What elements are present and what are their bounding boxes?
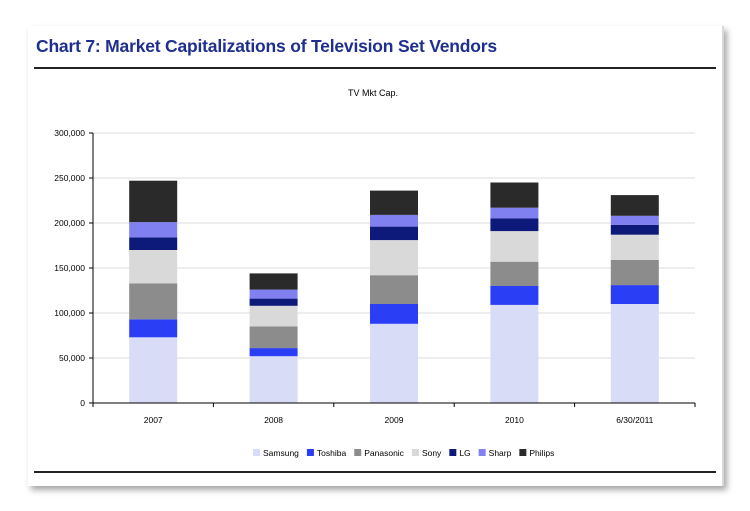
bar-lg-1 bbox=[249, 298, 298, 306]
legend: Samsung Toshiba Panasonic Sony LG Sharp Philip… bbox=[253, 448, 554, 458]
bar-samsung-2 bbox=[370, 323, 418, 403]
bar-toshiba-3 bbox=[490, 286, 539, 305]
bar-lg-3 bbox=[490, 218, 539, 232]
bar-sony-4 bbox=[610, 234, 659, 260]
legend-swatch-toshiba bbox=[306, 449, 314, 456]
legend-label-sharp: Sharp bbox=[489, 448, 512, 458]
legend-swatch-sharp bbox=[478, 449, 486, 456]
y-tick-label: 250,000 bbox=[54, 173, 85, 183]
heading-rule bbox=[34, 67, 716, 69]
x-tick-label: 2010 bbox=[505, 415, 524, 425]
legend-label-panasonic: Panasonic bbox=[364, 448, 404, 458]
stacked-bar-chart: TV Mkt Cap. 0 50,000 100,000 150,000 200,000… bbox=[54, 88, 696, 458]
bar-lg-0 bbox=[129, 237, 178, 250]
bar-samsung-0 bbox=[129, 337, 178, 403]
bar-sharp-1 bbox=[249, 289, 298, 299]
legend-label-philips: Philips bbox=[529, 448, 554, 458]
bar-sharp-0 bbox=[129, 222, 178, 238]
bar-philips-1 bbox=[249, 273, 298, 290]
legend-swatch-sony bbox=[411, 449, 419, 456]
footer-rule bbox=[34, 471, 716, 473]
bar-samsung-1 bbox=[249, 356, 298, 403]
axes: 0 50,000 100,000 150,000 200,000 250,000 300,0… bbox=[54, 128, 696, 425]
bar-sony-3 bbox=[490, 231, 539, 262]
x-tick-label: 2009 bbox=[385, 415, 404, 425]
page-heading: Chart 7: Market Capitalizations of Telev… bbox=[36, 36, 497, 56]
y-tick-label: 100,000 bbox=[54, 308, 85, 318]
bar-panasonic-0 bbox=[129, 283, 178, 320]
legend-swatch-panasonic bbox=[354, 449, 362, 456]
bar-toshiba-0 bbox=[129, 319, 178, 338]
legend-swatch-lg bbox=[449, 449, 457, 456]
bar-sony-1 bbox=[249, 305, 298, 327]
bar-panasonic-3 bbox=[490, 261, 539, 286]
bar-philips-3 bbox=[490, 182, 539, 208]
bar-sharp-2 bbox=[370, 214, 418, 227]
y-tick-label: 50,000 bbox=[59, 353, 85, 363]
legend-label-samsung: Samsung bbox=[263, 448, 299, 458]
bar-lg-2 bbox=[370, 226, 418, 241]
legend-label-toshiba: Toshiba bbox=[317, 448, 347, 458]
bar-toshiba-4 bbox=[610, 285, 659, 304]
chart-title: TV Mkt Cap. bbox=[348, 88, 398, 98]
x-tick-label: 6/30/2011 bbox=[616, 415, 653, 425]
bars bbox=[129, 180, 659, 403]
bar-panasonic-1 bbox=[249, 326, 298, 349]
bar-panasonic-2 bbox=[370, 275, 418, 304]
x-tick-label: 2007 bbox=[144, 415, 163, 425]
legend-label-sony: Sony bbox=[422, 448, 442, 458]
y-tick-label: 150,000 bbox=[54, 263, 85, 273]
bar-lg-4 bbox=[610, 224, 659, 235]
bar-sony-0 bbox=[129, 250, 178, 284]
y-tick-label: 200,000 bbox=[54, 218, 85, 228]
x-tick-label: 2008 bbox=[264, 415, 283, 425]
bar-toshiba-1 bbox=[249, 348, 298, 357]
y-tick-label: 0 bbox=[80, 398, 85, 408]
bar-sony-2 bbox=[370, 240, 418, 276]
bar-panasonic-4 bbox=[610, 259, 659, 286]
bar-samsung-3 bbox=[490, 304, 539, 403]
y-tick-label: 300,000 bbox=[54, 128, 85, 138]
report-page: Chart 7: Market Capitalizations of Telev… bbox=[28, 26, 724, 486]
bar-toshiba-2 bbox=[370, 304, 418, 324]
bar-philips-2 bbox=[370, 190, 418, 215]
bar-philips-0 bbox=[129, 180, 178, 223]
bar-sharp-3 bbox=[490, 207, 539, 219]
legend-label-lg: LG bbox=[459, 448, 470, 458]
bar-philips-4 bbox=[610, 195, 659, 216]
bar-samsung-4 bbox=[610, 304, 659, 403]
legend-swatch-philips bbox=[519, 449, 527, 456]
legend-swatch-samsung bbox=[253, 449, 260, 456]
bar-sharp-4 bbox=[610, 215, 659, 225]
